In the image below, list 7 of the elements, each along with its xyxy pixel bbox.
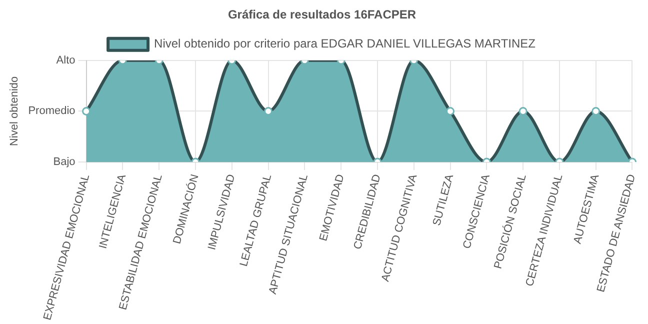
legend-label: Nivel obtenido por criterio para EDGAR DANIEL VILLEGAS MARTINEZ — [154, 36, 536, 51]
category-label: Promedio — [28, 105, 76, 118]
y-axis-title: Nivel obtenido — [8, 76, 21, 146]
chart-title: Gráfica de resultados 16FACPER — [228, 8, 416, 22]
x-tick-label: LEALTAD GRUPAL — [238, 173, 274, 268]
category-label: Bajo — [53, 156, 76, 168]
category-label: Alto — [56, 54, 76, 66]
